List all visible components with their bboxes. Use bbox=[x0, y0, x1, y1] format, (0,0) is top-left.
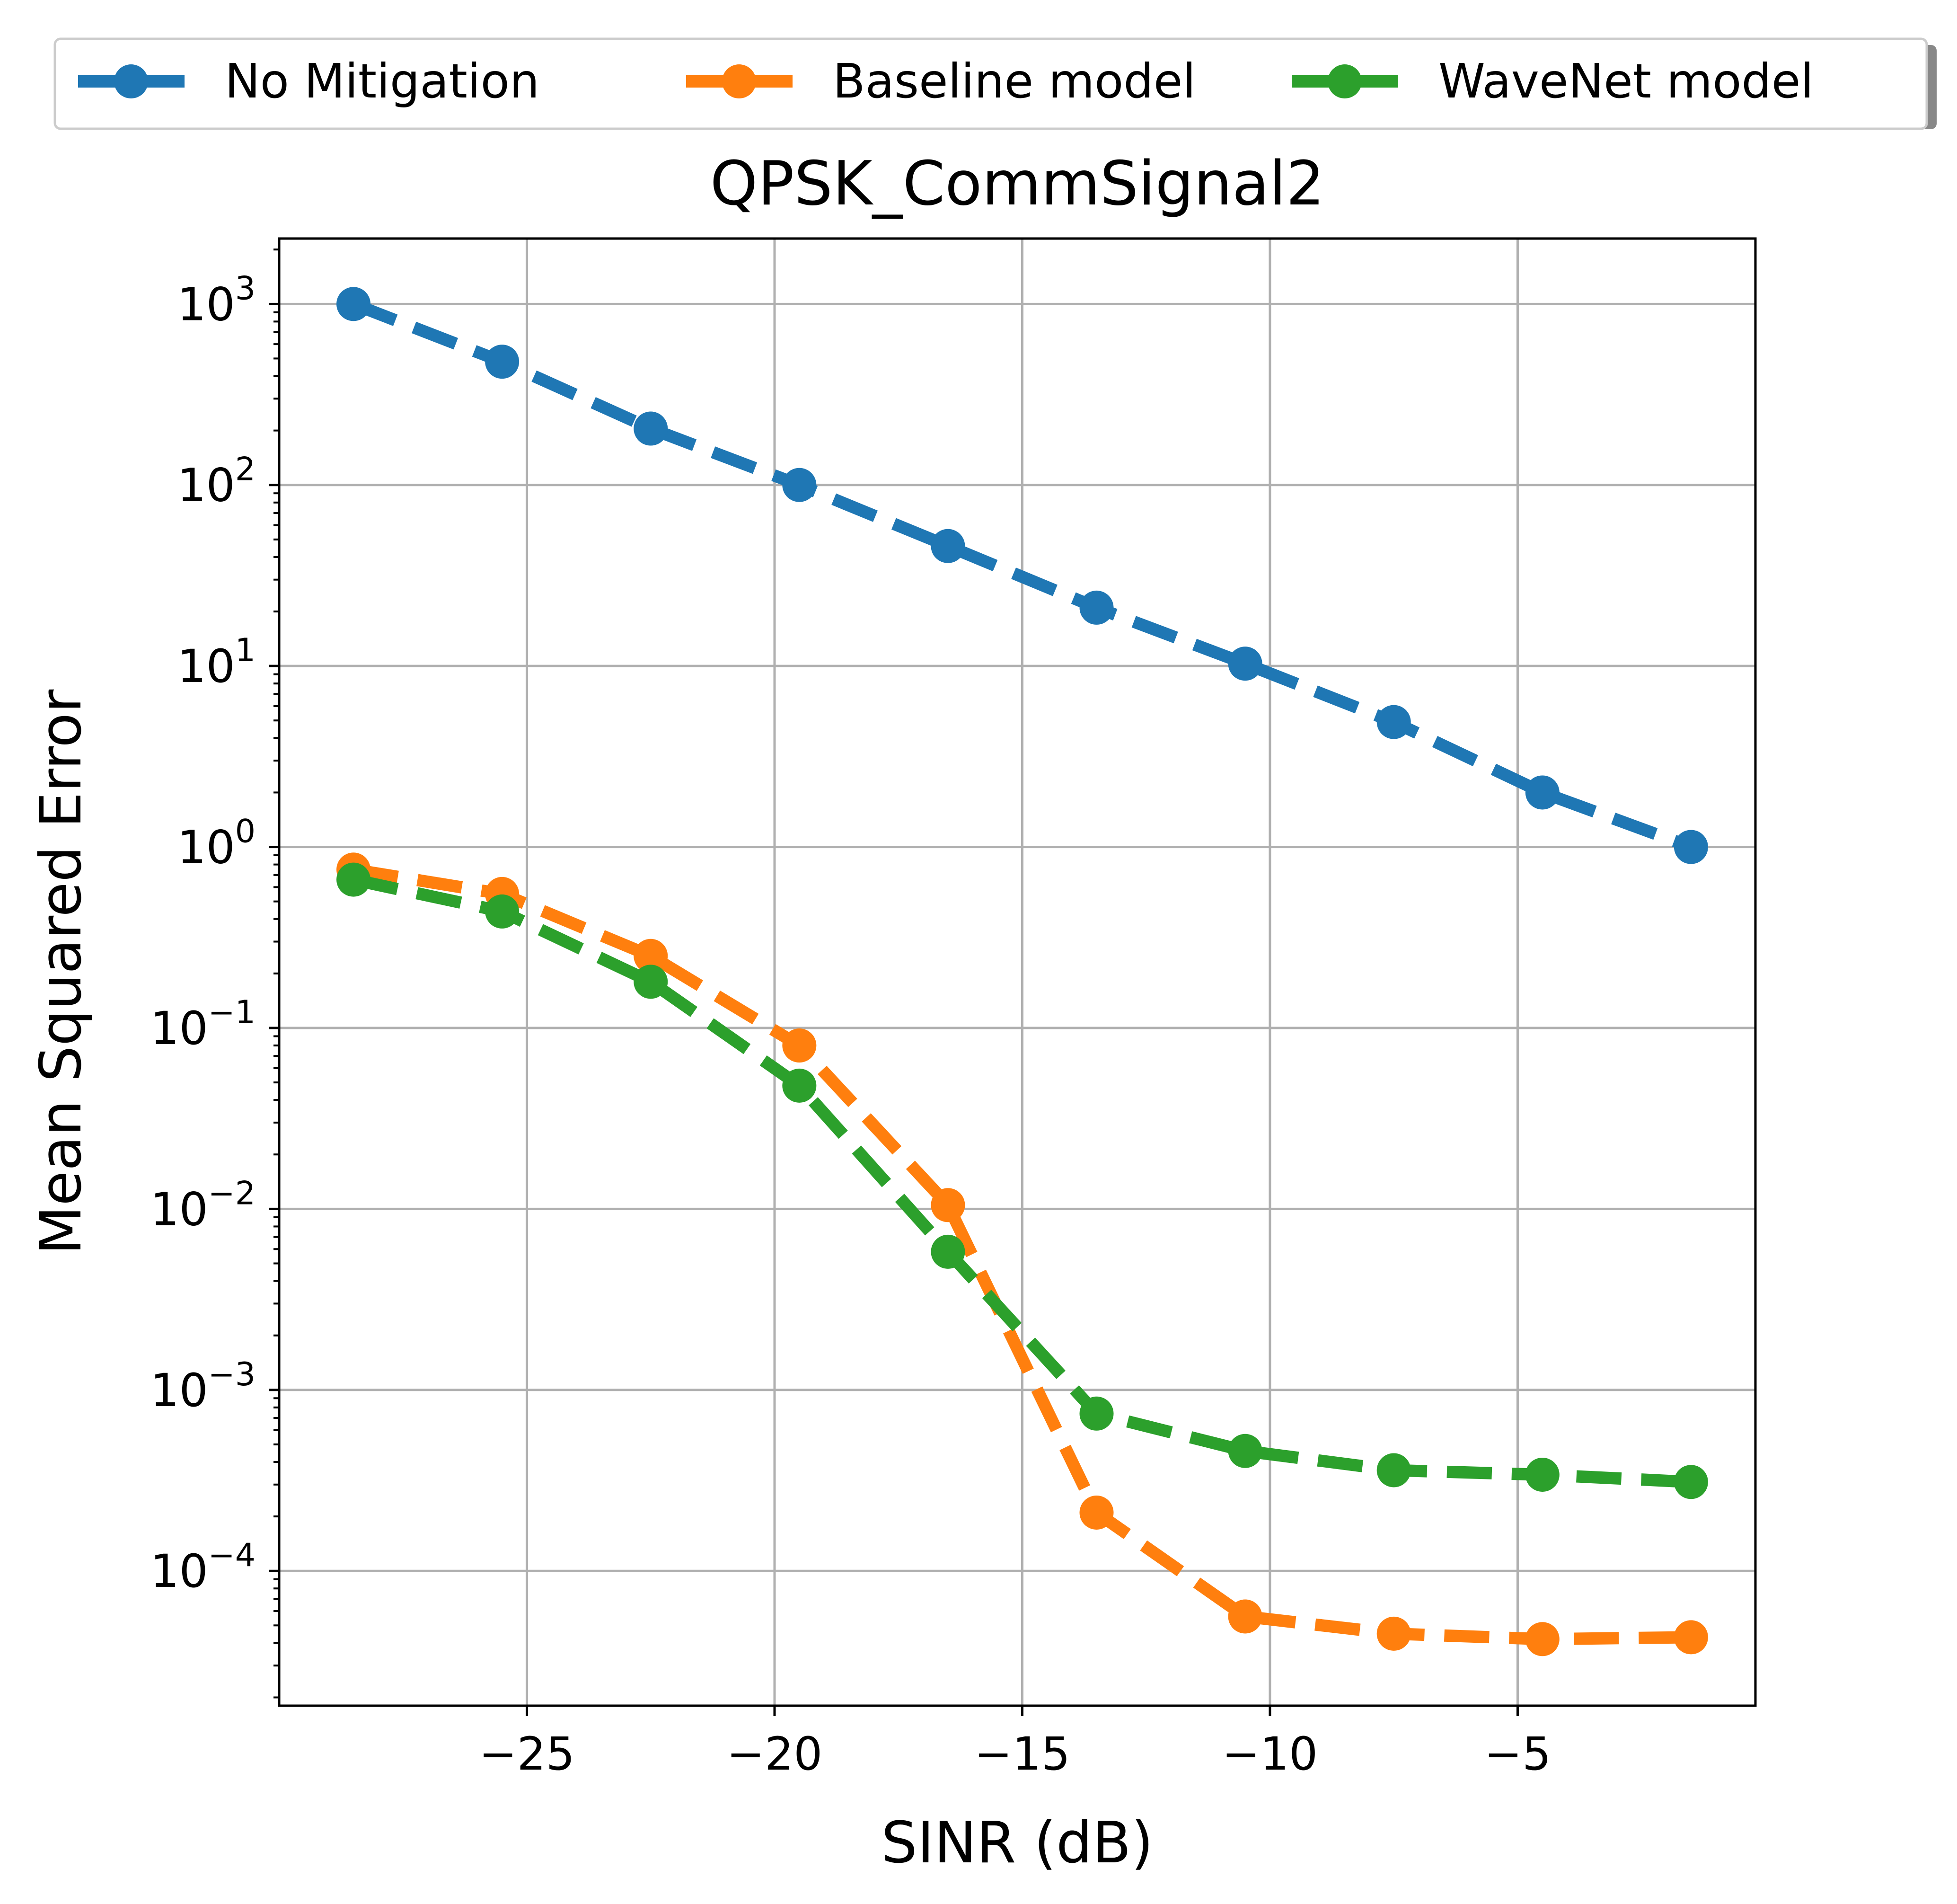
data-point bbox=[1228, 646, 1262, 681]
data-point bbox=[1376, 1616, 1411, 1651]
chart-title: QPSK_CommSignal2 bbox=[710, 149, 1325, 219]
data-point bbox=[485, 894, 520, 929]
legend-label: WaveNet model bbox=[1438, 53, 1814, 109]
legend-marker bbox=[1328, 64, 1362, 98]
data-point bbox=[931, 1188, 965, 1222]
data-point bbox=[1376, 705, 1411, 739]
data-point bbox=[1525, 775, 1560, 810]
legend-marker bbox=[722, 64, 756, 98]
x-tick-label: −25 bbox=[479, 1727, 575, 1780]
data-point bbox=[634, 411, 668, 446]
y-tick-label: 101 bbox=[177, 632, 256, 693]
x-tick-label: −5 bbox=[1484, 1727, 1551, 1780]
data-point bbox=[336, 287, 371, 321]
x-axis-label: SINR (dB) bbox=[882, 1810, 1154, 1876]
x-axis-ticks: −25 −20 −15 −10 −5 bbox=[479, 1706, 1551, 1780]
y-tick-label: 103 bbox=[177, 270, 256, 331]
data-point bbox=[782, 468, 817, 502]
data-point bbox=[1525, 1622, 1560, 1656]
series-line bbox=[352, 863, 1692, 1646]
legend-items: No Mitigation Baseline model WaveNet model bbox=[78, 53, 1814, 109]
legend-entry: Baseline model bbox=[686, 53, 1196, 109]
data-point bbox=[1525, 1457, 1560, 1492]
data-point bbox=[782, 1068, 817, 1103]
x-tick-label: −20 bbox=[727, 1727, 823, 1780]
data-point bbox=[1674, 1465, 1708, 1499]
series-line bbox=[352, 873, 1692, 1488]
data-point bbox=[1228, 1599, 1262, 1634]
y-tick-label: 10−2 bbox=[150, 1175, 256, 1236]
x-tick-label: −15 bbox=[974, 1727, 1070, 1780]
data-point bbox=[782, 1028, 817, 1063]
plot-frame bbox=[278, 237, 1757, 1707]
y-axis-ticks: 103 102 101 100 10−1 10−2 10−3 10−4 bbox=[150, 270, 279, 1598]
data-point bbox=[634, 965, 668, 999]
legend-marker bbox=[114, 64, 148, 98]
series-line bbox=[351, 298, 1693, 853]
plot-area: −25 −20 −15 −10 −5 10310210110010−110−210−31… bbox=[150, 237, 1757, 1780]
data-point bbox=[1079, 590, 1114, 625]
series-wavenet-model bbox=[336, 862, 1708, 1499]
data-point bbox=[1674, 1620, 1708, 1655]
grid-lines bbox=[279, 239, 1755, 1706]
series-layer bbox=[336, 287, 1708, 1656]
series-no-mitigation bbox=[336, 287, 1708, 864]
legend-frame bbox=[53, 37, 1928, 130]
legend-entry: No Mitigation bbox=[78, 53, 539, 109]
legend: No Mitigation Baseline model WaveNet model bbox=[53, 37, 1937, 130]
data-point bbox=[1079, 1495, 1114, 1530]
y-axis-minor-ticks bbox=[273, 248, 279, 1699]
y-axis-label: Mean Squared Error bbox=[28, 689, 94, 1255]
data-point bbox=[931, 529, 965, 563]
y-tick-label: 10−1 bbox=[150, 994, 256, 1055]
x-tick-label: −10 bbox=[1222, 1727, 1318, 1780]
y-tick-label: 10−3 bbox=[150, 1356, 256, 1417]
y-tick-label: 100 bbox=[177, 813, 256, 874]
plot-background bbox=[279, 239, 1755, 1706]
legend-label: Baseline model bbox=[833, 53, 1196, 109]
data-point bbox=[931, 1234, 965, 1269]
legend-entry: WaveNet model bbox=[1292, 53, 1814, 109]
data-point bbox=[1674, 830, 1708, 864]
data-point bbox=[336, 862, 371, 897]
data-point bbox=[634, 939, 668, 973]
legend-label: No Mitigation bbox=[225, 53, 539, 109]
data-point bbox=[1079, 1396, 1114, 1431]
data-point bbox=[1376, 1453, 1411, 1488]
data-point bbox=[1228, 1434, 1262, 1468]
data-point bbox=[485, 345, 520, 379]
y-tick-label: 10−4 bbox=[150, 1537, 256, 1598]
y-tick-label: 102 bbox=[177, 451, 256, 512]
